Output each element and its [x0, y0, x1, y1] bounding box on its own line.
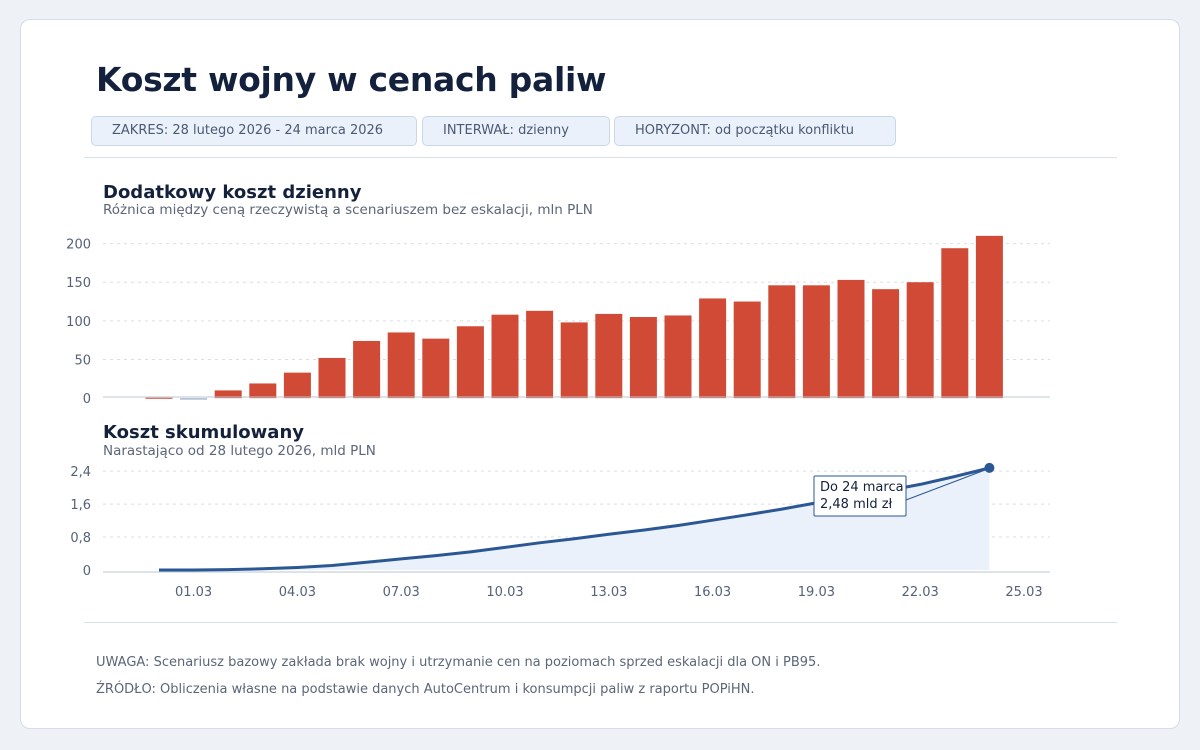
daily-y-tick-label: 50 [74, 354, 91, 369]
cumulative-y-tick-label: 0 [83, 564, 91, 579]
daily-bar-04.03 [283, 372, 311, 399]
cumulative-x-tick-label: 07.03 [383, 585, 420, 600]
daily-bar-07.03 [387, 332, 415, 399]
page-title: Koszt wojny w cenach paliw [96, 60, 607, 99]
daily-y-tick-label: 100 [66, 315, 91, 330]
daily-chart-y-axis: 0 50 100 150 200 [66, 238, 91, 408]
horizon-pill: HORYZONT: od początku konfliktu [614, 116, 896, 146]
callout-line-1: Do 24 marca [820, 480, 904, 495]
footer-source: ŹRÓDŁO: Obliczenia własne na podstawie d… [96, 682, 755, 697]
daily-bar-18.03 [768, 285, 796, 399]
daily-chart-bars [145, 235, 1003, 400]
cumulative-x-tick-label: 19.03 [798, 585, 835, 600]
daily-bar-09.03 [456, 326, 484, 399]
footer-divider [84, 622, 1117, 623]
cumulative-chart-subtitle: Narastająco od 28 lutego 2026, mld PLN [103, 443, 376, 459]
callout-leader-line [905, 469, 986, 501]
daily-bar-24.03 [975, 235, 1003, 399]
daily-bar-14.03 [629, 317, 657, 399]
daily-bar-15.03 [664, 315, 692, 399]
cumulative-chart-x-ticks: 01.03 04.03 07.03 10.03 13.03 16.03 19.03 22.03… [175, 585, 1043, 600]
daily-bar-13.03 [595, 313, 623, 399]
daily-bar-16.03 [699, 298, 727, 399]
cumulative-area [159, 467, 990, 570]
cumulative-x-tick-label: 10.03 [486, 585, 523, 600]
range-pill: ZAKRES: 28 lutego 2026 - 24 marca 2026 [91, 116, 417, 146]
daily-bar-22.03 [906, 282, 934, 399]
daily-bar-08.03 [422, 338, 450, 399]
daily-bar-03.03 [249, 383, 277, 399]
daily-bar-19.03 [802, 285, 830, 399]
cumulative-y-tick-label: 1,6 [70, 498, 91, 513]
daily-y-tick-label: 150 [66, 276, 91, 291]
cumulative-y-tick-label: 0,8 [70, 531, 91, 546]
cumulative-x-tick-label: 22.03 [902, 585, 939, 600]
cumulative-chart-y-axis: 0 0,8 1,6 2,4 [70, 465, 91, 579]
cumulative-x-tick-label: 16.03 [694, 585, 731, 600]
daily-bar-21.03 [872, 289, 900, 399]
footer-note: UWAGA: Scenariusz bazowy zakłada brak wo… [96, 655, 821, 670]
daily-bar-06.03 [353, 340, 381, 399]
cumulative-x-tick-label: 13.03 [590, 585, 627, 600]
header-divider [84, 157, 1117, 158]
cumulative-chart-title: Koszt skumulowany [103, 422, 304, 443]
daily-y-tick-label: 200 [66, 238, 91, 253]
callout-box [813, 475, 907, 517]
daily-bar-28.02 [145, 397, 173, 399]
daily-chart-title: Dodatkowy koszt dzienny [103, 182, 362, 203]
daily-bar-12.03 [560, 322, 588, 399]
daily-bar-11.03 [526, 310, 554, 399]
cumulative-x-tick-label: 01.03 [175, 585, 212, 600]
daily-y-tick-label: 0 [83, 392, 91, 407]
daily-bar-10.03 [491, 314, 519, 399]
cumulative-x-tick-label: 25.03 [1005, 585, 1042, 600]
daily-bar-20.03 [837, 279, 865, 399]
daily-bar-17.03 [733, 301, 761, 399]
daily-bar-01.03 [180, 398, 208, 400]
callout-line-2: 2,48 mld zł [820, 497, 893, 512]
daily-bar-23.03 [941, 248, 969, 399]
daily-bar-02.03 [214, 390, 242, 399]
cumulative-x-tick-label: 04.03 [279, 585, 316, 600]
cumulative-y-tick-label: 2,4 [70, 465, 91, 480]
cumulative-end-point [984, 462, 995, 473]
daily-chart-subtitle: Różnica między ceną rzeczywistą a scenar… [103, 202, 593, 218]
daily-bar-05.03 [318, 357, 346, 399]
interval-pill: INTERWAŁ: dzienny [422, 116, 610, 146]
